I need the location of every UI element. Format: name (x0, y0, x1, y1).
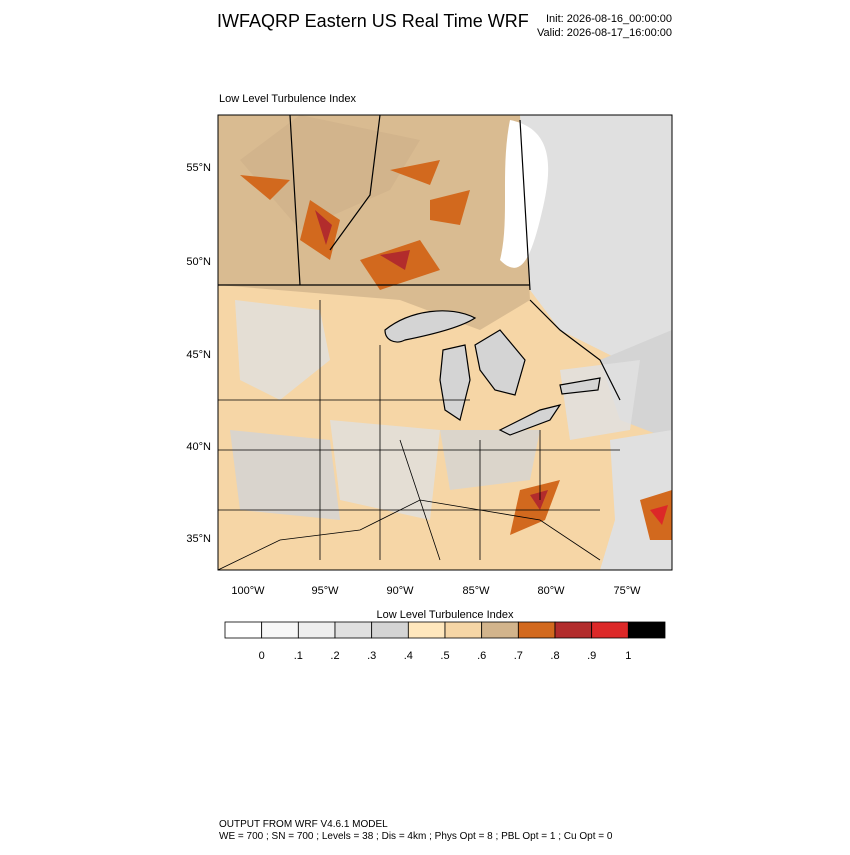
init-time: Init: 2026-08-16_00:00:00 (546, 13, 672, 25)
lat-label: 45°N (186, 349, 211, 361)
colorbar-label: .2 (330, 650, 339, 662)
colorbar-label: .9 (587, 650, 596, 662)
color-box (481, 621, 519, 639)
lat-label: 50°N (186, 256, 211, 268)
color-box (224, 621, 263, 639)
lat-label: 55°N (186, 162, 211, 174)
lon-label: 85°W (462, 585, 490, 597)
color-box (444, 621, 483, 639)
colorbar-label: .4 (404, 650, 413, 662)
lon-label: 100°W (231, 585, 265, 597)
footer-line: OUTPUT FROM WRF V4.6.1 MODEL (219, 819, 388, 830)
lon-label: 80°W (537, 585, 565, 597)
lat-label: 35°N (186, 533, 211, 545)
colorbar-label: .7 (514, 650, 523, 662)
map (218, 115, 672, 570)
colorbar-label: .8 (550, 650, 559, 662)
color-box (334, 621, 373, 639)
map-frame (217, 114, 673, 571)
color-box (407, 621, 446, 639)
color-box (297, 621, 336, 639)
colorbar-label: .6 (477, 650, 486, 662)
color-box (591, 621, 629, 639)
colorbar-label: 0 (259, 650, 265, 662)
color-box (554, 621, 593, 639)
lon-label: 75°W (613, 585, 641, 597)
color-box (261, 621, 299, 639)
colorbar-label: .1 (294, 650, 303, 662)
color-box (517, 621, 556, 639)
colorbar: 0 .1 .2 .3 .4 .5 .6 .7 .8 .9 1 (224, 621, 666, 662)
colorbar-label: .5 (440, 650, 449, 662)
title: IWFAQRP Eastern US Real Time WRF (217, 11, 529, 31)
colorbar-label: .3 (367, 650, 376, 662)
footer-line: WE = 700 ; SN = 700 ; Levels = 38 ; Dis … (219, 831, 613, 842)
lon-label: 90°W (386, 585, 414, 597)
colorbar-title: Low Level Turbulence Index (377, 609, 514, 621)
valid-time: Valid: 2026-08-17_16:00:00 (537, 27, 672, 39)
color-box (371, 621, 409, 639)
lon-label: 95°W (311, 585, 339, 597)
lat-label: 40°N (186, 441, 211, 453)
colorbar-label: 1 (625, 650, 631, 662)
color-box (627, 621, 666, 639)
map-subtitle: Low Level Turbulence Index (219, 93, 356, 105)
